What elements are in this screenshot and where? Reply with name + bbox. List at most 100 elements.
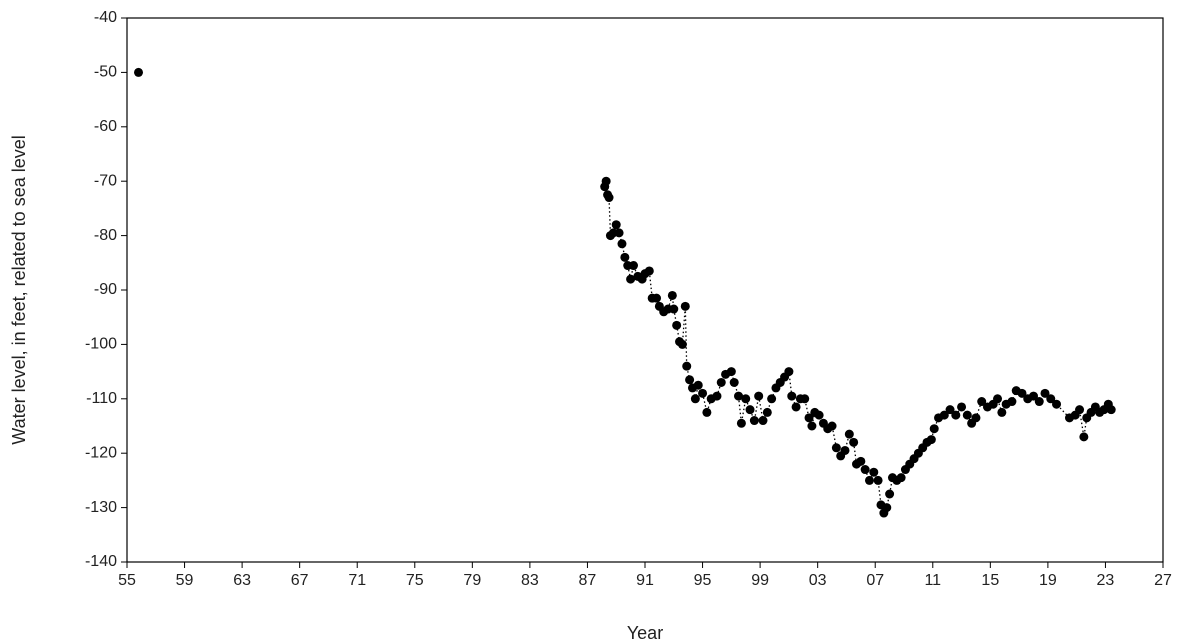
data-point xyxy=(849,437,859,447)
data-point xyxy=(864,475,874,485)
data-point xyxy=(620,252,630,262)
data-point xyxy=(685,375,695,385)
x-axis-label: Year xyxy=(627,623,663,643)
x-tick-label: 19 xyxy=(1039,572,1057,589)
data-point xyxy=(682,361,692,371)
x-tick-label: 07 xyxy=(866,572,884,589)
data-point xyxy=(693,380,703,390)
data-point xyxy=(601,176,611,186)
x-tick-label: 95 xyxy=(694,572,712,589)
y-axis-label: Water level, in feet, related to sea lev… xyxy=(9,135,29,445)
data-point xyxy=(1040,388,1050,398)
data-point xyxy=(1029,391,1038,401)
data-point xyxy=(896,473,906,483)
data-point xyxy=(957,402,967,412)
data-point xyxy=(702,407,712,417)
x-tick-label: 59 xyxy=(176,572,194,589)
data-point xyxy=(997,407,1007,417)
data-point xyxy=(614,228,624,238)
y-tick-label: -70 xyxy=(94,172,117,189)
data-point xyxy=(814,410,824,420)
data-point xyxy=(882,503,892,513)
data-point xyxy=(680,301,690,311)
data-point xyxy=(134,67,144,77)
data-point xyxy=(869,467,879,477)
data-point xyxy=(1079,432,1089,442)
y-tick-label: -80 xyxy=(94,227,117,244)
x-tick-label: 75 xyxy=(406,572,424,589)
data-point xyxy=(1034,397,1044,407)
x-tick-label: 15 xyxy=(981,572,999,589)
data-point xyxy=(1007,397,1017,407)
data-point xyxy=(1046,394,1056,404)
data-point xyxy=(745,405,755,415)
data-point xyxy=(962,410,972,420)
data-point xyxy=(840,445,850,455)
data-point xyxy=(791,402,801,412)
data-point xyxy=(856,456,866,466)
data-point xyxy=(690,394,700,404)
data-point xyxy=(698,388,708,398)
x-tick-label: 79 xyxy=(463,572,481,589)
data-point xyxy=(831,443,841,453)
data-point xyxy=(827,421,837,431)
data-point xyxy=(951,410,961,420)
y-tick-label: -40 xyxy=(94,9,117,26)
x-tick-label: 71 xyxy=(348,572,366,589)
data-point xyxy=(926,435,936,445)
x-tick-label: 87 xyxy=(579,572,597,589)
x-tick-label: 99 xyxy=(751,572,769,589)
data-point xyxy=(767,394,777,404)
data-point xyxy=(726,367,736,377)
data-point xyxy=(677,339,687,349)
x-tick-label: 67 xyxy=(291,572,309,589)
data-point xyxy=(1017,388,1027,398)
data-point xyxy=(860,465,870,475)
data-point xyxy=(729,377,739,387)
y-tick-label: -130 xyxy=(85,499,117,516)
data-point xyxy=(628,261,638,271)
y-tick-label: -50 xyxy=(94,64,117,81)
data-point xyxy=(741,394,751,404)
x-tick-label: 55 xyxy=(118,572,136,589)
data-point xyxy=(644,266,654,276)
data-point xyxy=(617,239,627,249)
data-point xyxy=(736,418,746,428)
y-tick-label: -140 xyxy=(85,553,117,570)
data-point xyxy=(945,405,955,415)
data-point xyxy=(885,489,895,499)
data-point xyxy=(800,394,810,404)
y-tick-label: -60 xyxy=(94,118,117,135)
data-point xyxy=(762,407,772,417)
data-point xyxy=(939,410,949,420)
data-point xyxy=(1075,405,1085,415)
data-point xyxy=(626,274,636,284)
data-point xyxy=(807,421,817,431)
plot-frame xyxy=(126,17,1164,563)
data-point xyxy=(734,391,744,401)
x-tick-label: 63 xyxy=(233,572,251,589)
data-point xyxy=(667,290,677,300)
data-point xyxy=(971,413,981,423)
data-point xyxy=(712,391,722,401)
data-point xyxy=(873,475,883,485)
data-point xyxy=(716,377,726,387)
data-point xyxy=(929,424,939,434)
data-point xyxy=(754,391,764,401)
x-tick-label: 23 xyxy=(1097,572,1115,589)
data-point xyxy=(844,429,854,439)
y-tick-label: -110 xyxy=(86,390,117,407)
data-point xyxy=(1106,405,1116,415)
data-point xyxy=(784,367,794,377)
y-tick-label: -120 xyxy=(85,444,117,461)
x-tick-label: 27 xyxy=(1154,572,1172,589)
data-point xyxy=(758,416,768,426)
data-point xyxy=(1052,399,1062,409)
data-point xyxy=(749,416,759,426)
data-point xyxy=(787,391,797,401)
data-point xyxy=(604,193,614,203)
data-point xyxy=(669,304,679,314)
data-point xyxy=(977,397,987,407)
x-tick-label: 03 xyxy=(809,572,827,589)
